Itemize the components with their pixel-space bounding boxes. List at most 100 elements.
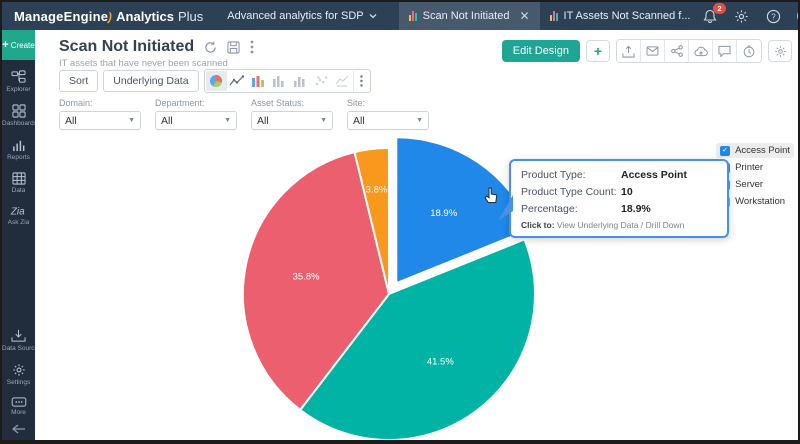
chart-tooltip: Product Type: Access Point Product Type … bbox=[509, 159, 729, 238]
notification-badge: 2 bbox=[713, 3, 726, 14]
report-settings-button[interactable] bbox=[768, 40, 792, 62]
tooltip-pointer bbox=[498, 195, 513, 221]
legend-item-access-point[interactable]: ✓ Access Point bbox=[716, 143, 794, 158]
edit-design-button[interactable]: Edit Design bbox=[501, 40, 580, 62]
sidebar-item-label: Reports bbox=[7, 154, 30, 161]
publish-cloud-button[interactable] bbox=[689, 40, 713, 62]
chart-tab-icon bbox=[549, 11, 558, 21]
tab-scan-not-initiated[interactable]: Scan Not Initiated ✕ bbox=[398, 2, 540, 30]
zia-icon: Zia bbox=[10, 207, 25, 217]
tab-label: IT Assets Not Scanned f... bbox=[563, 10, 691, 22]
filter-department: Department: All ▼ bbox=[155, 98, 237, 130]
sidebar-item-more[interactable]: More bbox=[2, 397, 35, 416]
collapse-sidebar-icon[interactable] bbox=[11, 424, 26, 434]
topbar: ManageEngine) Analytics Plus Advanced anal… bbox=[2, 2, 798, 30]
pie-slice-printer[interactable] bbox=[298, 238, 536, 440]
close-tab-icon[interactable]: ✕ bbox=[519, 9, 530, 23]
settings-gear-icon[interactable] bbox=[733, 7, 751, 25]
filter-value: All bbox=[257, 114, 269, 127]
kebab-menu-icon[interactable] bbox=[250, 40, 254, 54]
sidebar-item-settings[interactable]: Settings bbox=[2, 363, 35, 386]
filter-value: All bbox=[161, 114, 173, 127]
main-content: Scan Not Initiated IT assets that have n… bbox=[35, 30, 798, 440]
add-button[interactable]: + bbox=[586, 40, 610, 62]
tooltip-footer-label: Click to: bbox=[521, 220, 555, 230]
more-icon bbox=[11, 397, 26, 407]
tooltip-value: 18.9% bbox=[621, 203, 651, 215]
sidebar-item-data[interactable]: Data bbox=[2, 172, 35, 194]
tab-label: Scan Not Initiated bbox=[422, 10, 510, 22]
data-sources-icon bbox=[11, 329, 26, 342]
filter-domain: Domain: All ▼ bbox=[59, 98, 141, 130]
tooltip-value: 10 bbox=[621, 186, 633, 198]
refresh-icon[interactable] bbox=[204, 41, 217, 54]
bar-chart-type-icon[interactable] bbox=[248, 71, 269, 91]
site-select[interactable]: All ▼ bbox=[347, 111, 429, 130]
chart-tab-icon bbox=[408, 11, 417, 21]
tooltip-label: Percentage: bbox=[521, 203, 578, 215]
legend-swatch: ✓ bbox=[720, 145, 731, 156]
asset-status-select[interactable]: All ▼ bbox=[251, 111, 333, 130]
more-chart-types-icon[interactable] bbox=[352, 71, 369, 91]
column-chart-type-icon[interactable] bbox=[290, 71, 311, 91]
share-button[interactable] bbox=[665, 40, 689, 62]
pie-slice-workstation[interactable] bbox=[353, 146, 390, 295]
scatter-chart-type-icon[interactable] bbox=[311, 71, 332, 91]
brand-plus: Plus bbox=[177, 8, 204, 24]
create-label: Create bbox=[10, 40, 35, 50]
tooltip-row: Percentage: 18.9% bbox=[521, 203, 717, 215]
sidebar-item-reports[interactable]: Reports bbox=[2, 138, 35, 161]
pie-chart-type-icon[interactable] bbox=[205, 71, 227, 91]
sidebar-item-label: Dashboards bbox=[2, 120, 35, 127]
alert-clock-button[interactable] bbox=[737, 40, 761, 62]
filter-value: All bbox=[353, 114, 365, 127]
comment-button[interactable] bbox=[713, 40, 737, 62]
sidebar-item-data-sources[interactable]: Data Sources bbox=[2, 329, 35, 352]
sidebar-item-explorer[interactable]: Explorer bbox=[2, 70, 35, 93]
page-subtitle: IT assets that have never been scanned bbox=[59, 58, 228, 69]
domain-select[interactable]: All ▼ bbox=[59, 111, 141, 130]
tooltip-footer-value: View Underlying Data / Drill Down bbox=[556, 220, 685, 230]
page-title: Scan Not Initiated bbox=[59, 38, 195, 55]
dashboards-icon bbox=[11, 104, 26, 118]
pie-slice-server[interactable] bbox=[242, 150, 391, 412]
tooltip-row: Product Type: Access Point bbox=[521, 169, 717, 181]
svg-text:Zia: Zia bbox=[10, 207, 25, 217]
filter-label: Department: bbox=[155, 98, 205, 108]
sidebar-item-label: Ask Zia bbox=[7, 219, 30, 226]
stacked-bar-chart-type-icon[interactable] bbox=[269, 71, 290, 91]
chart-toolbar: Sort Underlying Data bbox=[59, 69, 371, 93]
notifications-bell-icon[interactable]: 2 bbox=[701, 3, 726, 25]
sidebar-item-dashboards[interactable]: Dashboards bbox=[2, 104, 35, 127]
reports-icon bbox=[12, 140, 24, 152]
legend-label: Access Point bbox=[735, 145, 790, 156]
filter-asset-status: Asset Status: All ▼ bbox=[251, 98, 333, 130]
explorer-icon bbox=[11, 70, 26, 83]
create-button[interactable]: + Create bbox=[2, 30, 35, 60]
help-icon[interactable]: ? bbox=[765, 7, 783, 25]
department-select[interactable]: All ▼ bbox=[155, 111, 237, 130]
underlying-data-button[interactable]: Underlying Data bbox=[103, 70, 199, 92]
sort-button[interactable]: Sort bbox=[59, 70, 99, 92]
chevron-down-icon bbox=[369, 14, 377, 19]
report-action-group bbox=[616, 39, 762, 63]
line-chart-type-icon[interactable] bbox=[227, 71, 248, 91]
sidebar-item-label: Data bbox=[11, 187, 26, 194]
brand-manageengine: ManageEngine bbox=[14, 8, 109, 24]
tab-it-assets-not-scanned[interactable]: IT Assets Not Scanned f... bbox=[540, 2, 701, 30]
settings-icon bbox=[12, 364, 25, 376]
combo-chart-type-icon[interactable] bbox=[332, 71, 353, 91]
topbar-actions: 2 ? bbox=[701, 3, 798, 25]
email-button[interactable] bbox=[641, 40, 665, 62]
sidebar-item-label: Data Sources bbox=[2, 345, 35, 352]
export-button[interactable] bbox=[617, 40, 641, 62]
save-icon[interactable] bbox=[227, 40, 240, 54]
tooltip-footer: Click to: View Underlying Data / Drill D… bbox=[521, 220, 717, 230]
user-avatar[interactable] bbox=[796, 7, 798, 25]
caret-down-icon: ▼ bbox=[128, 117, 135, 124]
sidebar-item-ask-zia[interactable]: Zia Ask Zia bbox=[2, 205, 35, 226]
product-switcher[interactable]: Advanced analytics for SDP bbox=[227, 10, 377, 22]
brand-logo: ManageEngine) Analytics Plus bbox=[2, 9, 213, 24]
caret-down-icon: ▼ bbox=[416, 117, 423, 124]
